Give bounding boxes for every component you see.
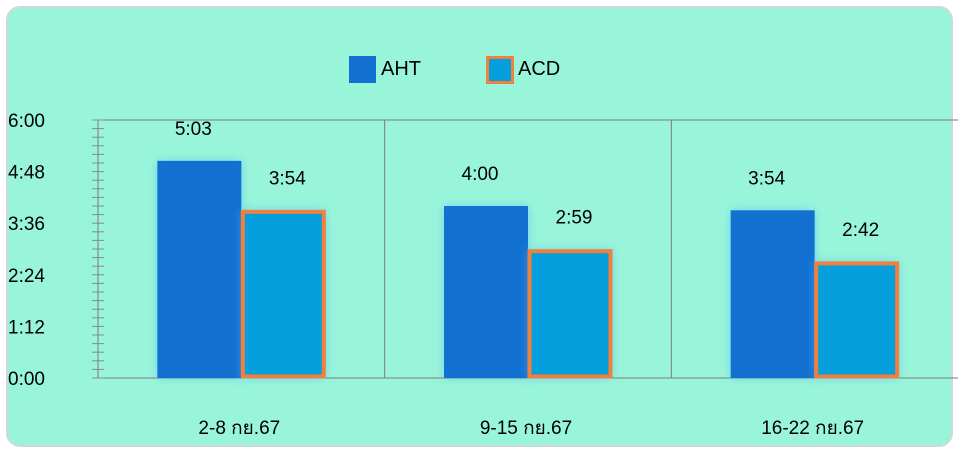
y-tick-label: 1:12: [8, 317, 45, 338]
data-label: 2:59: [556, 208, 593, 229]
y-tick-label: 2:24: [8, 266, 45, 287]
data-label: 2:42: [842, 220, 879, 241]
legend-label-aht: AHT: [381, 58, 421, 80]
y-tick-label: 3:36: [8, 214, 45, 235]
data-label: 3:54: [269, 168, 306, 189]
labels-layer: 0:00 1:12 2:24 3:36 4:48 6:00 5:03 3:54 2-8 กย.6…: [8, 111, 879, 439]
bar-acd: [527, 249, 613, 379]
data-label: 5:03: [175, 119, 212, 140]
y-tick-label: 6:00: [8, 111, 45, 132]
x-tick-label: 16-22 กย.67: [761, 418, 864, 439]
data-label: 3:54: [748, 168, 785, 189]
bar-acd: [814, 261, 900, 379]
legend-label-acd: ACD: [518, 58, 560, 80]
bar-aht: [730, 210, 815, 378]
bars-layer: [157, 160, 900, 379]
legend-swatch-acd: [486, 56, 514, 84]
data-label: 4:00: [462, 164, 499, 185]
legend: AHT ACD: [349, 56, 560, 84]
x-tick-label: 9-15 กย.67: [480, 418, 572, 439]
x-tick-label: 2-8 กย.67: [198, 418, 280, 439]
bar-acd: [240, 209, 326, 379]
bar-aht: [157, 160, 242, 378]
bar-aht: [444, 206, 528, 378]
y-tick-label: 4:48: [8, 163, 45, 184]
legend-swatch-aht: [349, 56, 376, 83]
y-tick-label: 0:00: [8, 369, 45, 390]
